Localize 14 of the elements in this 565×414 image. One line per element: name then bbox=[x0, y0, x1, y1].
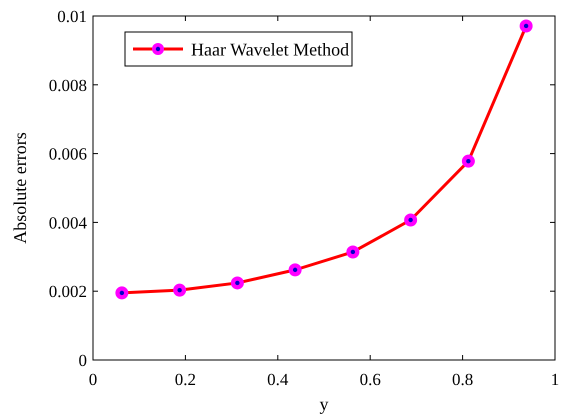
y-tick-label: 0.008 bbox=[48, 76, 87, 95]
y-axis-title: Absolute errors bbox=[10, 132, 30, 244]
x-tick-label: 0.2 bbox=[174, 370, 196, 389]
y-tick-label: 0.01 bbox=[57, 6, 87, 26]
legend-label: Haar Wavelet Method bbox=[191, 39, 350, 60]
x-tick-label: 1 bbox=[550, 370, 560, 389]
x-tick-label: 0.6 bbox=[360, 370, 381, 389]
y-tick-label: 0 bbox=[78, 350, 87, 370]
x-tick-label: 0.4 bbox=[267, 370, 289, 389]
x-tick-label: 0.8 bbox=[452, 370, 474, 389]
y-tick-label: 0.004 bbox=[48, 213, 88, 232]
y-tick-label: 0.006 bbox=[48, 144, 87, 164]
x-axis-title: y bbox=[320, 394, 328, 414]
y-tick-label: 0.002 bbox=[48, 282, 87, 302]
